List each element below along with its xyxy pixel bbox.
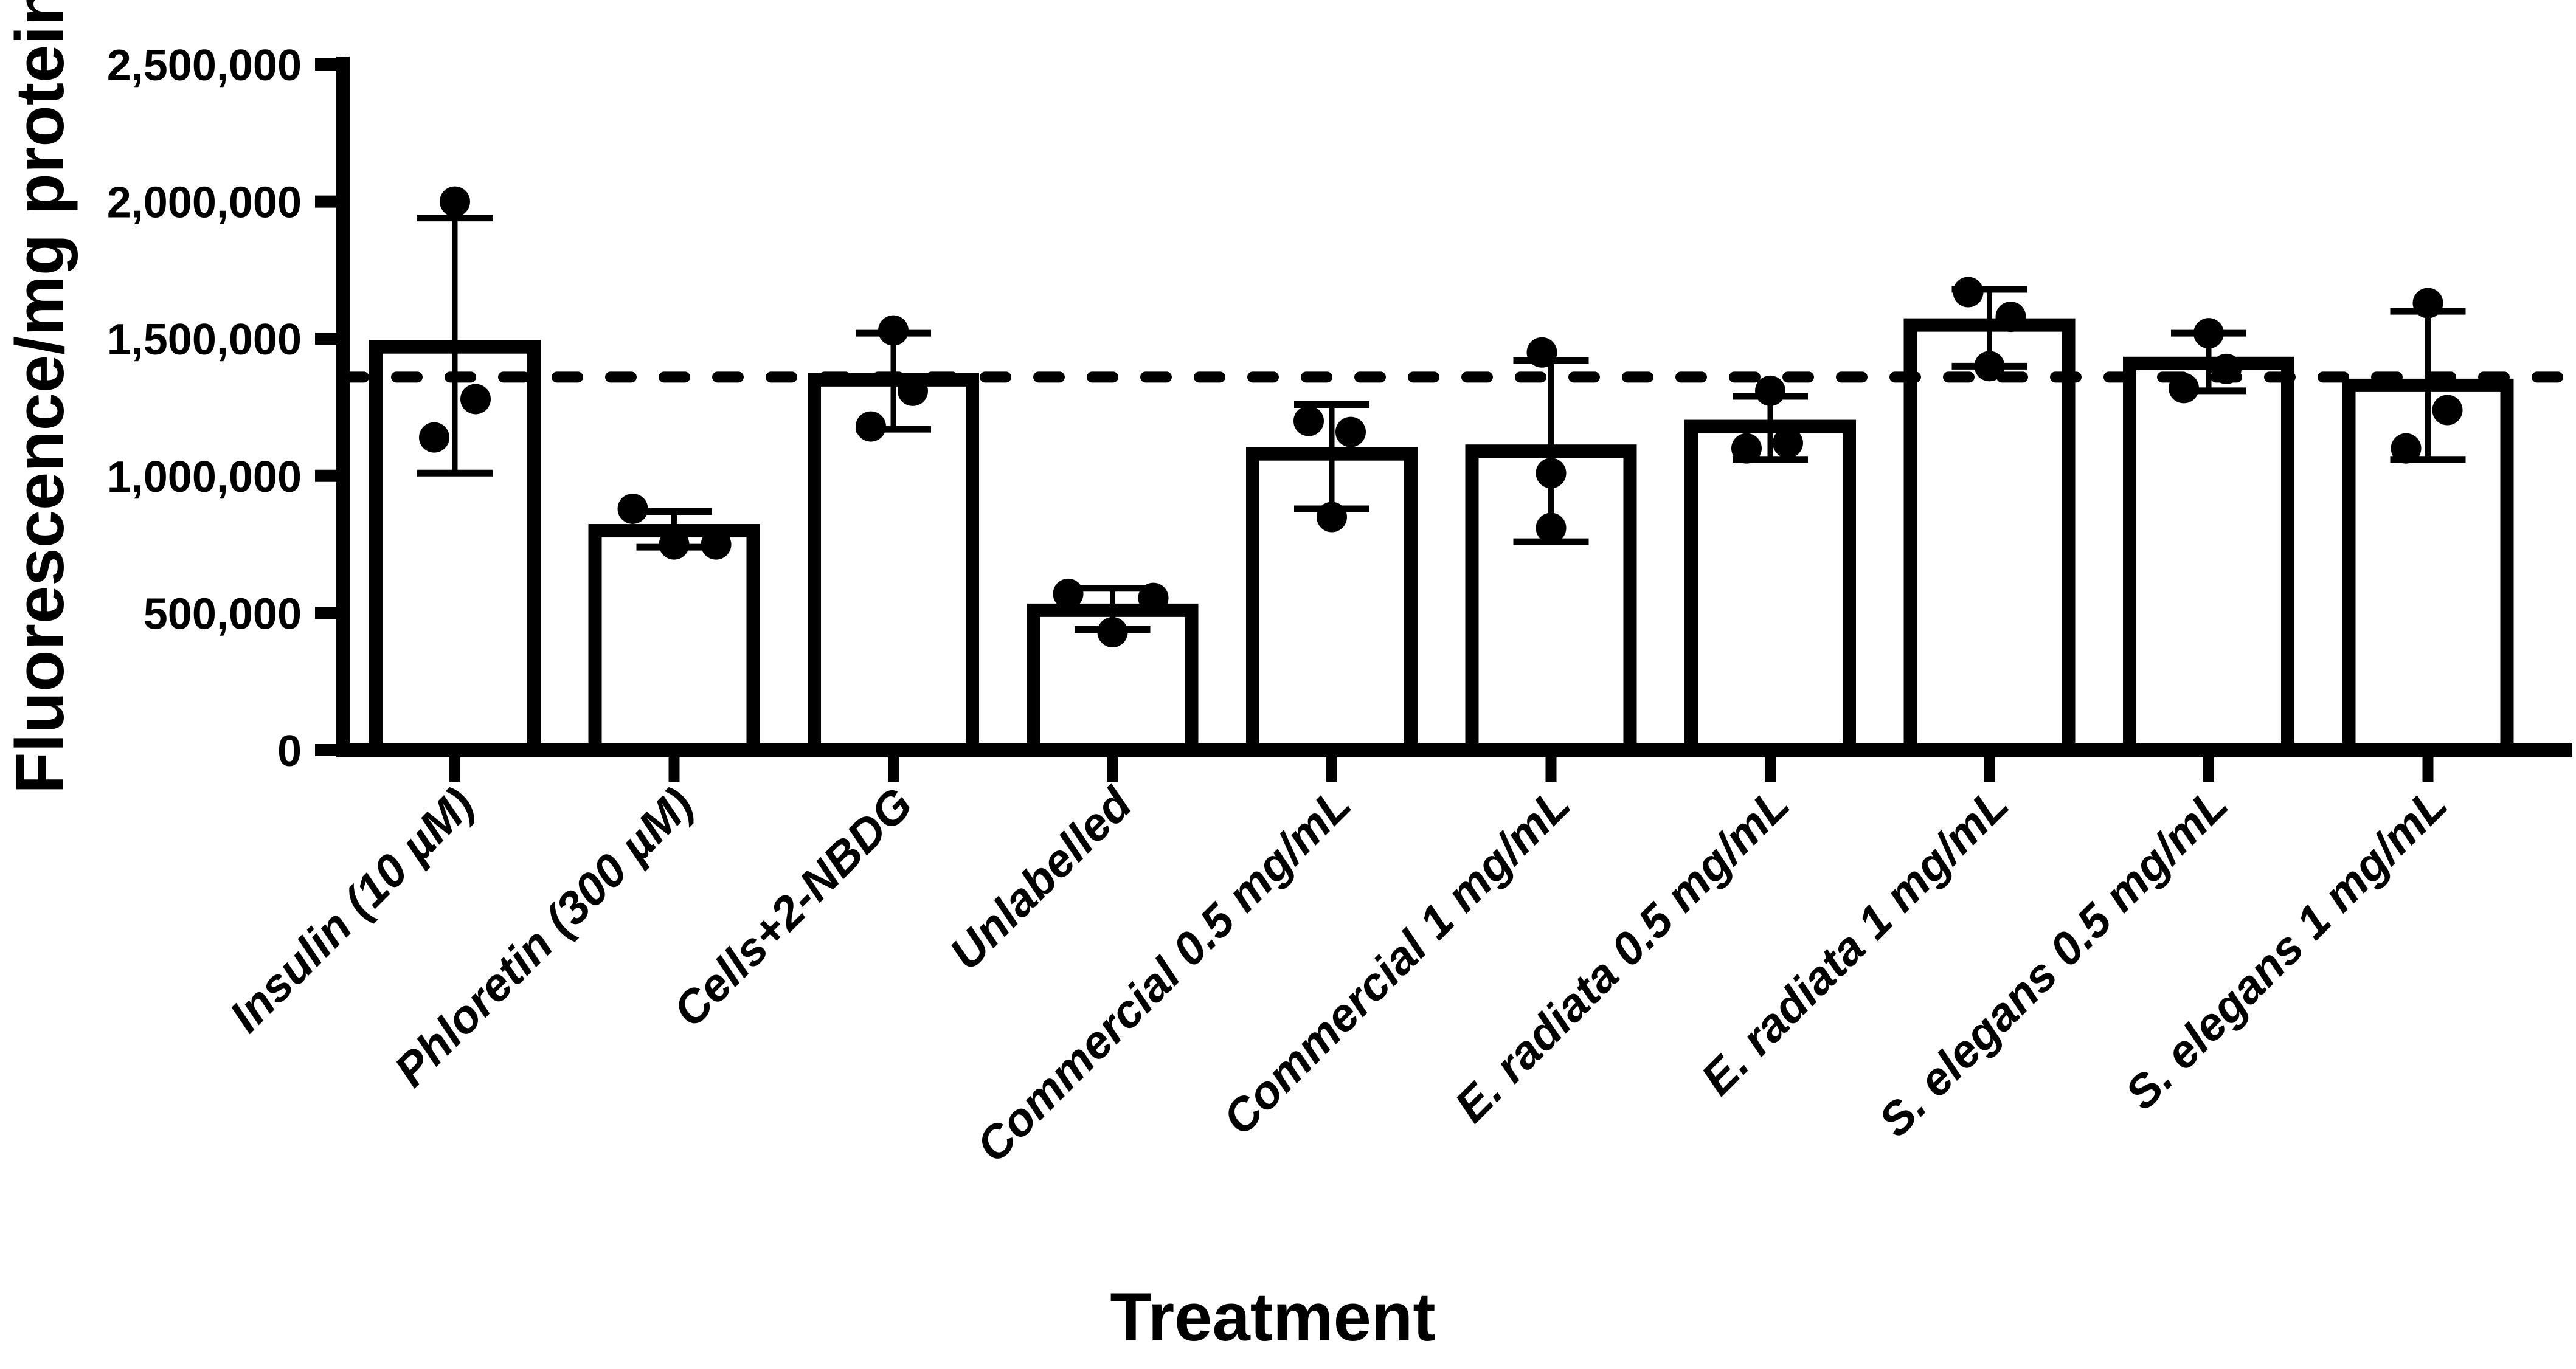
x-tick-label: Unlabelled <box>940 778 1143 980</box>
bar <box>808 373 979 757</box>
data-point <box>1995 302 2026 333</box>
bar <box>588 524 760 757</box>
data-point <box>1773 427 1803 458</box>
data-point <box>856 411 886 442</box>
y-tick-label: 1,000,000 <box>107 453 302 502</box>
data-point <box>1731 433 1762 464</box>
data-point <box>2412 288 2443 319</box>
data-point <box>617 493 648 524</box>
data-point <box>878 315 909 346</box>
data-point <box>1097 616 1128 647</box>
y-tick-label: 1,500,000 <box>107 316 302 364</box>
data-point <box>1293 405 1324 436</box>
x-axis-title: Treatment <box>1110 1279 1435 1355</box>
y-tick-label: 2,500,000 <box>107 41 302 90</box>
data-point <box>1138 582 1169 613</box>
data-point <box>2169 373 2199 404</box>
data-point <box>1953 277 1984 308</box>
data-point <box>1755 375 1785 406</box>
data-point <box>701 529 732 560</box>
bar <box>1684 419 1856 757</box>
data-point <box>2193 318 2224 349</box>
data-point <box>460 384 491 415</box>
bar <box>1903 318 2076 757</box>
y-tick-label: 500,000 <box>144 590 302 638</box>
y-tick-label: 0 <box>277 727 302 776</box>
data-point <box>1317 502 1347 533</box>
data-point <box>898 375 928 406</box>
x-tick-label: Commercial 0.5 mg/mL <box>967 778 1361 1172</box>
data-point <box>1536 458 1567 489</box>
data-point <box>419 422 449 453</box>
data-point <box>659 529 690 560</box>
data-point <box>1053 578 1084 609</box>
bar <box>2123 356 2294 757</box>
x-tick-label: Commercial 1 mg/mL <box>1213 778 1581 1145</box>
data-point <box>2432 395 2463 426</box>
x-tick-label: S. elegans 0.5 mg/mL <box>1869 778 2238 1147</box>
data-point <box>2391 433 2422 464</box>
data-point <box>2211 353 2242 384</box>
x-tick-label: Cells+2-NBDG <box>663 778 923 1037</box>
y-axis-title: Fluorescence/mg protein <box>2 0 78 794</box>
data-point <box>1536 512 1567 543</box>
data-point <box>1335 416 1366 447</box>
data-point <box>1974 351 2005 382</box>
y-tick-label: 2,000,000 <box>107 179 302 227</box>
data-point <box>440 186 470 217</box>
data-point <box>1526 337 1557 368</box>
